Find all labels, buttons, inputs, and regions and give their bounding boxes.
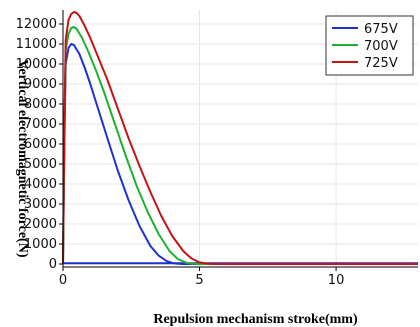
y-tick-label: 0 <box>49 257 57 272</box>
legend-label-675V: 675V <box>364 22 398 37</box>
y-tick-label: 2000 <box>24 217 57 232</box>
x-axis-title: Repulsion mechanism stroke(mm) <box>153 312 358 327</box>
y-tick-label: 11000 <box>16 37 57 52</box>
y-tick-label: 12000 <box>16 17 57 32</box>
y-tick-label: 1000 <box>24 237 57 252</box>
y-tick-label: 8000 <box>24 97 57 112</box>
series-line-700V <box>62 26 418 265</box>
y-axis-title: Vertical electromagnetic force(N) <box>15 60 30 258</box>
series-line-675V <box>62 43 418 265</box>
x-tick-label: 0 <box>59 273 67 288</box>
x-tick-label: 5 <box>195 273 203 288</box>
series-layer <box>62 11 418 265</box>
y-tick-label: 9000 <box>24 77 57 92</box>
y-tick-label: 6000 <box>24 137 57 152</box>
x-tick-label: 10 <box>328 273 345 288</box>
legend-label-700V: 700V <box>364 39 398 54</box>
legend: 675V 700V 725V <box>325 15 414 76</box>
series-line-725V <box>62 11 418 265</box>
y-tick-label: 7000 <box>24 117 57 132</box>
axes <box>59 10 418 271</box>
y-tick-label: 4000 <box>24 177 57 192</box>
tick-labels: 0100020003000400050006000700080009000100… <box>16 17 345 288</box>
y-tick-label: 3000 <box>24 197 57 212</box>
legend-label-725V: 725V <box>364 56 398 71</box>
y-tick-label: 10000 <box>16 57 57 72</box>
y-tick-label: 5000 <box>24 157 57 172</box>
